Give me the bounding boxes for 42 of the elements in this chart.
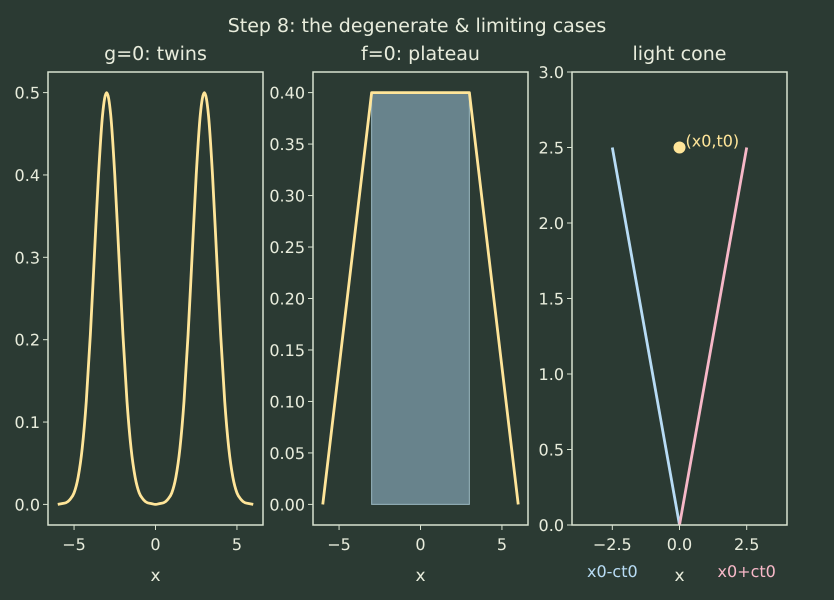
chart-title: f=0: plateau (361, 43, 480, 65)
y-tick-label: 0.15 (269, 340, 305, 360)
y-tick-label: 0.00 (269, 495, 305, 514)
y-tick-label: 0.05 (269, 444, 305, 463)
y-tick-label: 0.25 (269, 238, 305, 258)
annotation: (x0,t0) (686, 132, 740, 150)
y-tick-label: 0.2 (14, 330, 40, 350)
text: x0+ct0 (718, 562, 776, 581)
y-tick-label: 2.5 (538, 138, 564, 158)
y-tick-label: 0.30 (269, 186, 305, 206)
y-tick-label: 0.20 (269, 290, 305, 308)
y-tick-label: 0.35 (269, 135, 305, 154)
y-tick-label: 0.40 (269, 84, 305, 103)
line-series (56, 91, 255, 506)
x-tick-label: −5 (62, 535, 86, 554)
y-tick-label: 0.0 (14, 495, 40, 514)
x-tick-label: 0.0 (666, 535, 692, 554)
x-tick-label: 0 (150, 535, 161, 554)
chart-title: light cone (632, 43, 726, 65)
x-axis-title: x (415, 566, 426, 586)
y-tick-label: 0.5 (538, 440, 564, 460)
x-tick-label: 5 (232, 535, 242, 554)
x-axis-title: x (674, 566, 685, 586)
y-tick-label: 0.10 (269, 392, 305, 412)
x-tick-label: 5 (496, 535, 508, 554)
y-tick-label: 1.5 (538, 290, 564, 308)
y-tick-label: 1.0 (538, 365, 564, 384)
x-tick-label: −2.5 (592, 535, 632, 554)
x-tick-label: 0 (415, 535, 426, 554)
y-tick-label: 0.4 (14, 166, 40, 185)
y-tick-label: 0.0 (538, 516, 564, 535)
chart-title: g=0: twins (104, 43, 207, 65)
y-tick-label: 0.3 (14, 248, 40, 268)
y-tick-label: 0.5 (14, 84, 40, 103)
y-tick-label: 3.0 (538, 63, 564, 82)
y-tick-label: 2.0 (538, 214, 564, 233)
text: x0-ct0 (586, 562, 638, 581)
y-tick-label: 0.1 (14, 413, 40, 432)
x-tick-label: −5 (327, 535, 351, 554)
x-axis-title: x (150, 566, 161, 586)
text: Step 8: the degenerate & limiting cases (228, 15, 606, 37)
x-tick-label: 2.5 (734, 535, 760, 554)
